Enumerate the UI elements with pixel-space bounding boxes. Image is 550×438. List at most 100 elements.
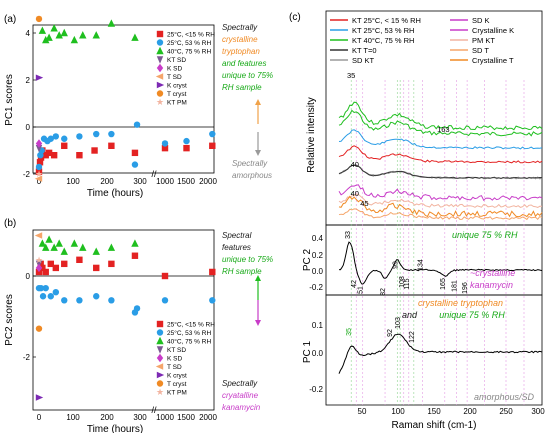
panel-c-pc1-frame <box>325 294 543 406</box>
data-point <box>50 243 58 251</box>
annotation: Spectrally <box>222 379 258 388</box>
pc2-ytick: 0.0 <box>312 267 324 276</box>
annotation: ~crystalline <box>470 268 515 278</box>
legend-label: KT SD <box>167 57 186 64</box>
data-point <box>35 139 43 148</box>
panel-a-ytick: 0 <box>26 123 31 132</box>
panel-a-xtick: 1000 <box>156 177 174 186</box>
data-point <box>183 137 190 145</box>
pc1-ytick: 0.0 <box>312 349 324 358</box>
legend-label: T SD <box>167 364 182 371</box>
data-point <box>131 252 139 259</box>
data-point <box>60 28 68 37</box>
spectrum-line <box>338 208 543 221</box>
pc1-ytick: 0.1 <box>312 321 324 330</box>
peak-label: 134 <box>417 259 424 271</box>
annotation: RH sample <box>222 267 262 276</box>
annotation: tryptophan <box>222 47 260 56</box>
annotation: kanamycin <box>470 280 513 290</box>
legend-marker <box>156 81 165 89</box>
legend-label: KT 25°C, 53 % RH <box>352 26 414 35</box>
panel-a-ytick: 2 <box>26 76 31 85</box>
peak-label: 115 <box>404 278 411 289</box>
annotation: unique 75 % RH <box>452 230 518 240</box>
data-point: ★ <box>35 255 43 265</box>
data-point <box>39 293 47 300</box>
panel-c-pc2-ylabel: PC 2 <box>302 248 313 271</box>
data-point <box>93 264 100 272</box>
data-point <box>61 260 68 268</box>
data-point <box>209 268 216 276</box>
data-point <box>108 260 115 268</box>
data-point <box>39 264 46 272</box>
pc2-ytick: 0.4 <box>312 234 324 243</box>
legend-label: KT 25°C, < 15 % RH <box>352 16 421 25</box>
legend-marker <box>155 363 164 370</box>
pc1-ytick: -0.2 <box>309 385 323 394</box>
annotation: RH sample <box>222 83 262 92</box>
data-point <box>92 31 100 39</box>
data-point <box>79 31 87 39</box>
annotation: and features <box>222 59 266 68</box>
data-point <box>35 74 44 81</box>
data-point <box>52 289 60 296</box>
annotation: crystalline tryptophan <box>418 298 503 308</box>
peak-label: 51 <box>358 286 365 294</box>
data-point <box>45 33 53 41</box>
data-point <box>35 144 43 153</box>
data-point <box>35 325 43 332</box>
legend-label: KT SD <box>167 347 186 354</box>
data-point <box>61 142 68 149</box>
annotation: Spectrally <box>222 23 258 32</box>
data-point <box>42 152 49 159</box>
annotation: amorphous/SD <box>474 392 535 402</box>
legend-label: T SD <box>167 74 182 81</box>
data-point <box>60 247 68 255</box>
data-point <box>55 239 63 247</box>
data-point <box>161 140 169 147</box>
legend-label: KT 40°C, 75 % RH <box>352 36 414 45</box>
data-point <box>108 130 115 138</box>
data-point <box>47 293 54 300</box>
annotation: kanamycin <box>222 403 261 412</box>
spectrum-line <box>338 129 543 150</box>
panel-b-xtick: 100 <box>66 413 80 422</box>
data-point <box>52 133 60 140</box>
panel-b-xtick: 1000 <box>156 413 174 422</box>
panel-b-xtick: 300 <box>133 413 147 422</box>
data-point <box>76 297 83 304</box>
pc2-ytick: 0.2 <box>312 251 324 260</box>
panel-a-ytick: 4 <box>26 29 31 38</box>
peak-label: 40 <box>351 160 359 169</box>
legend-label: 25°C, <15 % RH <box>167 321 215 329</box>
data-point <box>42 268 49 276</box>
peak-label: 40 <box>351 189 359 198</box>
spectrum-line <box>338 109 543 137</box>
panel-c-xtick: 50 <box>358 407 367 416</box>
annotation: amorphous <box>232 171 272 180</box>
spectrum-line <box>338 145 543 164</box>
panel-a-xtick: 2000 <box>199 177 217 186</box>
data-point <box>50 152 58 159</box>
data-point <box>161 144 169 152</box>
spectrum-line <box>338 164 543 179</box>
peak-label: 196 <box>462 282 469 294</box>
peak-label: 103 <box>395 317 402 329</box>
legend-label: K SD <box>167 356 182 363</box>
data-point <box>35 163 43 171</box>
legend-label: T cryst <box>167 381 187 388</box>
peak-label: 181 <box>451 280 458 292</box>
data-point <box>70 239 79 247</box>
legend-label: SD K <box>472 16 490 25</box>
spectrum-line <box>338 195 543 218</box>
annotation: Spectral <box>222 231 252 240</box>
data-point <box>76 152 83 159</box>
peak-label: 35 <box>346 328 353 336</box>
legend-label: SD KT <box>352 56 375 65</box>
legend-label: SD T <box>472 46 489 55</box>
panel-c-xtick: 300 <box>531 407 545 416</box>
data-point <box>108 297 115 304</box>
